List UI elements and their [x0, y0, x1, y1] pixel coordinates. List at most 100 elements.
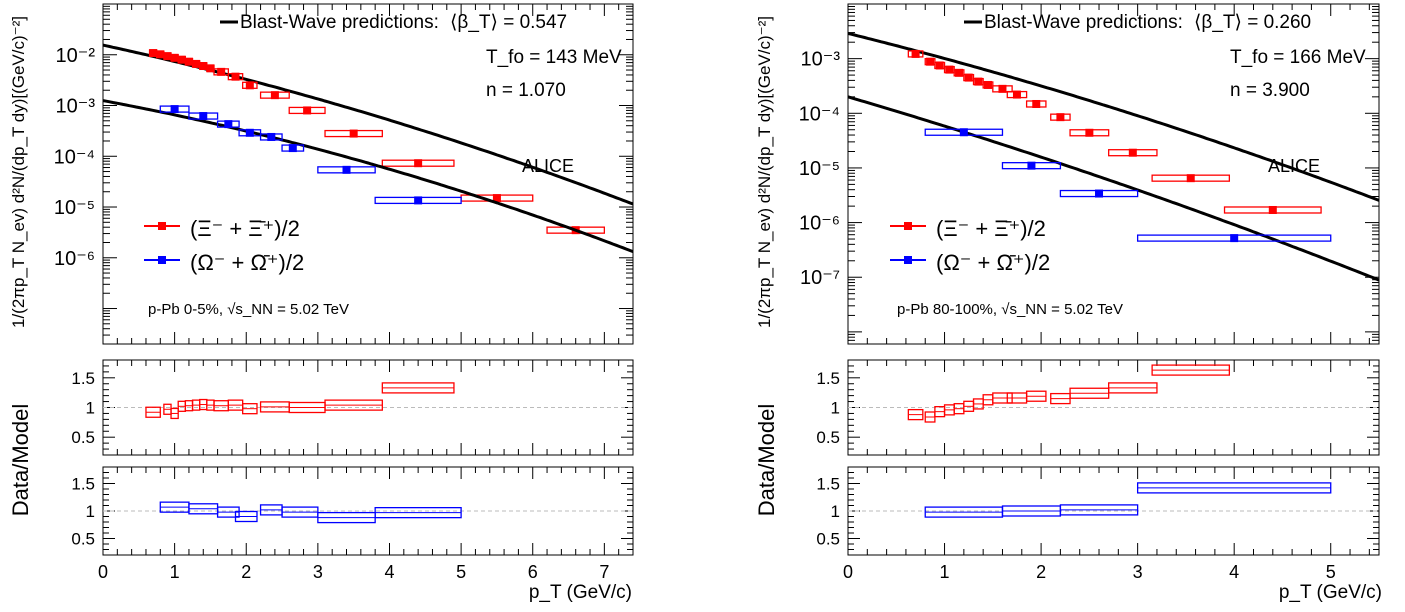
left-beta-text: ⟨β_T⟩ = 0.547	[450, 12, 567, 33]
left-omega-point-marker	[246, 129, 254, 137]
left-xi-point-marker	[192, 60, 200, 68]
right-xi-point-marker	[1187, 174, 1195, 182]
left-xi-point-marker	[149, 49, 157, 57]
right-xi-point-marker	[965, 74, 973, 82]
right-ratio-tick-label: 0.5	[816, 428, 840, 447]
right-alice-label: ALICE	[1268, 156, 1320, 176]
right-xi-point-marker	[1013, 91, 1021, 99]
right-legend-omega-label: (Ω⁻ + Ω̄⁺)/2	[936, 250, 1050, 275]
right-plot-content	[848, 33, 1379, 517]
left-x-tick-label: 2	[241, 562, 251, 582]
left-xi-point-marker	[414, 159, 422, 167]
left-x-tick-label: 7	[599, 562, 609, 582]
left-ratio-tick-label: 1	[86, 399, 95, 418]
left-y-tick-label: 10⁻⁵	[54, 197, 95, 219]
left-xi-point-marker	[271, 91, 279, 99]
right-xi-point-marker	[1269, 206, 1277, 214]
left-ratio-axis-label: Data/Model	[8, 404, 33, 517]
left-xi-point-marker	[171, 54, 179, 62]
right-y-tick-label: 10⁻⁶	[799, 213, 840, 235]
left-legend-xi: (Ξ⁻ + Ξ̄⁺)/2	[144, 216, 300, 241]
right-x-axis-label: p_T (GeV/c)	[1279, 582, 1382, 603]
left-alice-label: ALICE	[522, 156, 574, 176]
left-omega-point-marker	[289, 144, 297, 152]
left-x-tick-label: 6	[528, 562, 538, 582]
left-legend-omega-label: (Ω⁻ + Ω̄⁺)/2	[190, 250, 304, 275]
right-legend-xi-label: (Ξ⁻ + Ξ̄⁺)/2	[936, 216, 1046, 241]
right-xi-point-marker	[998, 85, 1006, 93]
left-x-axis-label: p_T (GeV/c)	[529, 582, 632, 603]
right-x-tick-label: 0	[843, 562, 853, 582]
right-y-axis-label: 1/(2πp_T N_ev) d²N/(dp_T dy)[(GeV/c)⁻²]	[755, 16, 774, 328]
left-xi-point-marker	[185, 58, 193, 66]
right-legend-omega: (Ω⁻ + Ω̄⁺)/2	[890, 250, 1050, 275]
right-x-tick-label: 4	[1229, 562, 1239, 582]
left-xi-point-marker	[163, 52, 171, 60]
left-y-tick-label: 10⁻⁴	[54, 146, 95, 168]
left-omega-point-marker	[267, 133, 275, 141]
right-ratio-tick-label: 1	[831, 399, 840, 418]
left-legend-model-label: Blast-Wave predictions:	[240, 12, 439, 33]
left-legend-xi-label: (Ξ⁻ + Ξ̄⁺)/2	[190, 216, 300, 241]
right-y-tick-label: 10⁻⁵	[799, 158, 840, 180]
right-x-tick-label: 5	[1326, 562, 1336, 582]
left-system-label: p-Pb 0-5%, √s_NN = 5.02 TeV	[148, 301, 349, 318]
right-omega-point-marker	[1230, 234, 1238, 242]
left-omega-point-marker	[171, 105, 179, 113]
right-xi-point-marker	[936, 61, 944, 69]
right-omega-point-marker	[1095, 190, 1103, 198]
left-x-tick-label: 5	[456, 562, 466, 582]
right-xi-point-marker	[974, 78, 982, 86]
left-omega-point-marker	[224, 120, 232, 128]
left-panel: 0 1 2 3 4 5 6 7 10⁻² 10⁻³ 10⁻⁴ 10⁻⁵ 10⁻⁶ 1.5 1 0.5 1.5 1 0…	[8, 4, 633, 603]
left-xi-point-marker	[217, 68, 225, 76]
left-ratio-tick-label: 1	[86, 502, 95, 521]
right-xi-point-marker	[1056, 113, 1064, 121]
left-xi-point-marker	[350, 130, 358, 138]
left-ratio-tick-label: 1.5	[71, 475, 95, 494]
left-y-axis-label: 1/(2πp_T N_ev) d²N/(dp_T dy)[(GeV/c)⁻²]	[9, 16, 28, 328]
right-xi-point-marker	[1032, 100, 1040, 108]
left-x-tick-label: 3	[313, 562, 323, 582]
right-xi-point-marker	[984, 81, 992, 89]
right-system-label: p-Pb 80-100%, √s_NN = 5.02 TeV	[897, 301, 1123, 318]
left-legend-omega: (Ω⁻ + Ω̄⁺)/2	[144, 250, 304, 275]
right-ratio-tick-label: 1	[831, 502, 840, 521]
right-xi-point-marker	[945, 66, 953, 74]
right-n-text: n = 3.900	[1230, 80, 1310, 101]
left-xi-point-marker	[232, 73, 240, 81]
left-omega-point-marker	[414, 196, 422, 204]
left-n-text: n = 1.070	[486, 80, 566, 101]
left-plot-content	[103, 45, 633, 522]
right-x-tick-label: 3	[1133, 562, 1143, 582]
right-x-tick-label: 1	[940, 562, 950, 582]
left-ratio-tick-label: 0.5	[71, 530, 95, 549]
right-xi-point-marker	[926, 58, 934, 66]
right-x-tick-label: 2	[1036, 562, 1046, 582]
left-y-tick-label: 10⁻²	[56, 45, 96, 67]
right-omega-point-marker	[960, 128, 968, 136]
right-ratio-tick-label: 1.5	[816, 475, 840, 494]
left-omega-point-marker	[199, 112, 207, 120]
left-ratio-tick-label: 1.5	[71, 369, 95, 388]
left-xi-point-marker	[178, 56, 186, 64]
right-y-tick-label: 10⁻³	[801, 49, 841, 71]
right-ratio-axis-label: Data/Model	[754, 404, 779, 517]
right-ratio-tick-label: 0.5	[816, 530, 840, 549]
left-xi-point-marker	[199, 62, 207, 70]
left-xi-model-curve	[103, 45, 633, 204]
right-xi-point-marker	[1085, 129, 1093, 137]
right-y-tick-label: 10⁻⁷	[800, 267, 840, 289]
right-beta-text: ⟨β_T⟩ = 0.260	[1194, 12, 1311, 33]
right-omega-point-marker	[1027, 162, 1035, 170]
right-legend-xi: (Ξ⁻ + Ξ̄⁺)/2	[890, 216, 1046, 241]
left-y-tick-label: 10⁻⁶	[54, 248, 95, 270]
right-y-tick-label: 10⁻⁴	[799, 103, 840, 125]
left-xi-point-marker	[206, 64, 214, 72]
right-legend-model-label: Blast-Wave predictions:	[984, 12, 1183, 33]
right-xi-point-marker	[1129, 149, 1137, 157]
right-panel: 0 1 2 3 4 5 10⁻³ 10⁻⁴ 10⁻⁵ 10⁻⁶ 10⁻⁷ 1.5 1 0.5 1.5 1 0.5…	[754, 4, 1382, 603]
left-xi-point-marker	[156, 50, 164, 58]
right-xi-point-marker	[912, 50, 920, 58]
left-xi-point-marker	[303, 106, 311, 114]
